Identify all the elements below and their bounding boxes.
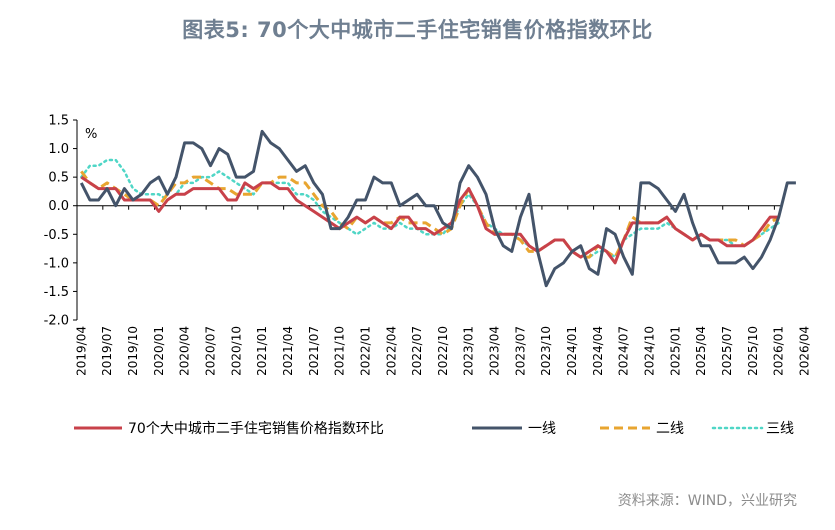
x-tick-label: 2025/04 [694, 326, 708, 376]
x-tick-label: 2020/01 [152, 326, 166, 376]
x-tick-label: 2025/10 [746, 326, 760, 376]
x-tick-label: 2024/04 [591, 326, 605, 376]
x-tick-label: 2022/04 [384, 326, 398, 376]
y-unit-label: % [85, 127, 97, 142]
x-tick-label: 2024/07 [617, 326, 631, 376]
source-note: 资料来源：WIND，兴业研究 [617, 493, 797, 509]
x-tick-label: 2019/10 [126, 326, 140, 376]
chart-title: 图表5: 70个大中城市二手住宅销售价格指数环比 [182, 18, 653, 42]
series-layer [79, 129, 796, 288]
y-tick-label: -1.5 [44, 285, 69, 300]
legend-label-0: 70个大中城市二手住宅销售价格指数环比 [128, 420, 384, 437]
legend-label-3: 三线 [766, 421, 794, 437]
y-tick-label: -1.0 [44, 256, 69, 271]
series-line-3 [80, 158, 780, 259]
series-line-0 [80, 175, 779, 265]
x-tick-label: 2019/07 [100, 326, 114, 376]
x-tick-label: 2021/10 [333, 326, 347, 376]
y-tick-label: 0.0 [48, 199, 69, 214]
x-tick-label: 2024/01 [565, 326, 579, 376]
x-tick-label: 2026/01 [772, 326, 786, 376]
series-line-1 [79, 129, 796, 288]
y-tick-label: 1.5 [48, 114, 69, 129]
x-tick-label: 2019/04 [74, 326, 88, 376]
x-tick-label: 2024/10 [643, 326, 657, 376]
x-tick-label: 2023/04 [488, 326, 502, 376]
x-tick-label: 2023/07 [513, 326, 527, 376]
y-tick-label: 0.5 [48, 171, 69, 186]
y-tick-label: -0.5 [44, 228, 69, 243]
y-tick-label: 1.0 [48, 142, 69, 157]
x-tick-label: 2022/07 [410, 326, 424, 376]
x-tick-label: 2020/04 [178, 326, 192, 376]
x-tick-label: 2021/01 [255, 326, 269, 376]
x-tick-label: 2023/10 [539, 326, 553, 376]
series-line-2 [80, 170, 780, 259]
x-tick-label: 2022/01 [358, 326, 372, 376]
x-tick-label: 2020/07 [203, 326, 217, 376]
x-tick-label: 2021/07 [307, 326, 321, 376]
x-tick-label: 2026/04 [798, 326, 812, 376]
legend-label-1: 一线 [528, 421, 556, 437]
x-tick-label: 2025/01 [668, 326, 682, 376]
legend-label-2: 二线 [656, 421, 684, 437]
x-tick-label: 2022/10 [436, 326, 450, 376]
y-tick-label: -2.0 [44, 314, 69, 329]
x-tick-label: 2025/07 [720, 326, 734, 376]
legend: 70个大中城市二手住宅销售价格指数环比 一线 二线 三线 [74, 420, 794, 437]
x-tick-label: 2021/04 [281, 326, 295, 376]
x-tick-label: 2023/01 [462, 326, 476, 376]
chart-axes: 1.5 1.0 0.5 0.0 -0.5 -1.0 -1.5 -2.0 2019/04 2019/… [44, 114, 812, 376]
x-tick-label: 2020/10 [229, 326, 243, 376]
